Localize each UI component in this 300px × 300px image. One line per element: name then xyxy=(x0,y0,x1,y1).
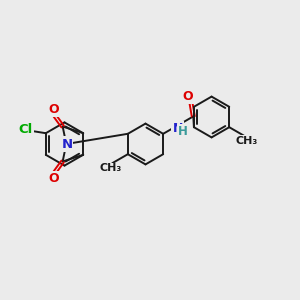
Text: CH₃: CH₃ xyxy=(236,136,258,146)
Text: O: O xyxy=(48,172,59,185)
Text: O: O xyxy=(48,103,59,116)
Text: N: N xyxy=(61,137,72,151)
Text: N: N xyxy=(172,122,183,135)
Text: CH₃: CH₃ xyxy=(99,164,122,173)
Text: Cl: Cl xyxy=(18,123,32,136)
Text: O: O xyxy=(183,89,193,103)
Text: H: H xyxy=(178,125,188,138)
